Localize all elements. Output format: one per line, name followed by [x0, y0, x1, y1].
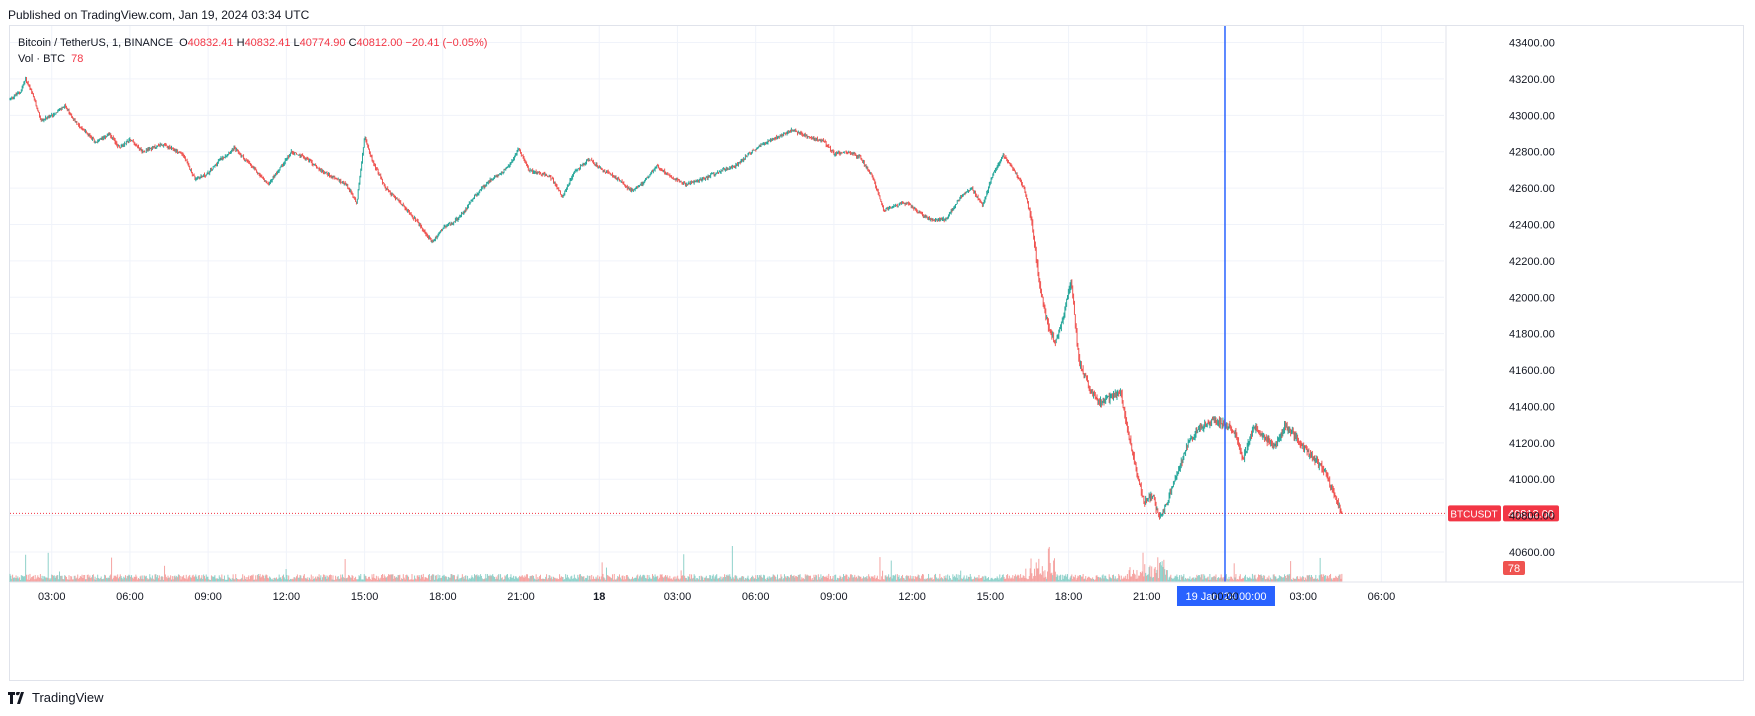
- volume-tag-box: [1503, 561, 1525, 575]
- overlay: BTCUSDT 40812.00 78 19 Jan '24 00:00: [10, 26, 1744, 606]
- volume-tag: 78: [1508, 563, 1520, 575]
- x-tick-label: 03:00: [38, 591, 66, 603]
- volume-value: 78: [71, 53, 84, 65]
- y-tick-label: 41600.00: [1509, 365, 1555, 377]
- close-value: 40812.00: [356, 37, 403, 49]
- low-value: 40774.90: [299, 37, 346, 49]
- y-tick-label: 42000.00: [1509, 292, 1555, 304]
- x-tick-label: 03:00: [664, 591, 692, 603]
- y-tick-label: 42600.00: [1509, 183, 1555, 195]
- chart-pane[interactable]: [9, 25, 1744, 681]
- y-tick-label: 42400.00: [1509, 219, 1555, 231]
- y-tick-label: 42800.00: [1509, 147, 1555, 159]
- x-tick-label: 18: [593, 591, 605, 603]
- price-tag: BTCUSDT 40812.00: [1448, 505, 1559, 522]
- high-value: 40832.41: [244, 37, 291, 49]
- y-tick-label: 40600.00: [1509, 547, 1555, 559]
- footer-brand: TradingView: [32, 690, 104, 705]
- x-tick-label: 06:00: [116, 591, 144, 603]
- published-note: Published on TradingView.com, Jan 19, 20…: [8, 8, 310, 22]
- x-tick-label: 15:00: [977, 591, 1005, 603]
- x-tick-label: 21:00: [1133, 591, 1161, 603]
- y-tick-label: 41400.00: [1509, 401, 1555, 413]
- y-tick-label: 41200.00: [1509, 438, 1555, 450]
- y-tick-label: 41800.00: [1509, 329, 1555, 341]
- low-label: L: [293, 37, 300, 49]
- legend: Bitcoin / TetherUS, 1, BINANCE O40832.41…: [18, 35, 487, 67]
- candles: [9, 76, 1343, 520]
- symbol-title[interactable]: Bitcoin / TetherUS, 1, BINANCE: [18, 37, 174, 49]
- price-tag-symbol: BTCUSDT: [1450, 509, 1497, 520]
- crosshair-label: 19 Jan '24 00:00: [1185, 591, 1266, 603]
- price-tag-value: 40812.00: [1508, 508, 1554, 520]
- y-tick-label: 43000.00: [1509, 110, 1555, 122]
- price-axis: 40600.00 40800.00 41000.00 41200.00 41400.00…: [1509, 38, 1555, 559]
- crosshair-label-box: [1176, 586, 1275, 606]
- x-tick-label: 09:00: [194, 591, 222, 603]
- y-tick-label: 43200.00: [1509, 74, 1555, 86]
- y-tick-label: 41000.00: [1509, 474, 1555, 486]
- x-tick-label: 12:00: [898, 591, 926, 603]
- x-tick-label: 18:00: [429, 591, 457, 603]
- x-tick-label: 12:00: [273, 591, 301, 603]
- price-tag-value-box: [1503, 505, 1559, 522]
- price-tag-symbol-box: [1448, 505, 1501, 522]
- open-label: O: [179, 37, 188, 49]
- y-tick-label: 43400.00: [1509, 38, 1555, 50]
- volume-bars: [9, 545, 1343, 582]
- grid: [10, 26, 1444, 582]
- close-label: C: [348, 37, 357, 49]
- y-tick-label: 42200.00: [1509, 256, 1555, 268]
- x-tick-label: 15:00: [351, 591, 379, 603]
- x-tick-label: 00:00: [1211, 591, 1239, 603]
- y-tick-label: 40800.00: [1509, 511, 1555, 523]
- x-tick-label: 18:00: [1055, 591, 1083, 603]
- x-tick-label: 09:00: [820, 591, 848, 603]
- high-label: H: [236, 37, 245, 49]
- change-value: −20.41 (−0.05%): [405, 37, 488, 49]
- x-tick-label: 03:00: [1289, 591, 1317, 603]
- x-tick-label: 21:00: [507, 591, 535, 603]
- volume-label[interactable]: Vol · BTC: [18, 53, 66, 65]
- tradingview-logo-icon: [8, 691, 26, 704]
- x-tick-label: 06:00: [1368, 591, 1396, 603]
- ohlc-values: O40832.41 H40832.41 L40774.90 C40812.00 …: [179, 35, 487, 51]
- x-tick-label: 06:00: [742, 591, 770, 603]
- time-axis: 03:00 06:00 09:00 12:00 15:00 18:00 21:00 18 03:…: [38, 591, 1395, 603]
- footer: TradingView: [8, 690, 104, 705]
- open-value: 40832.41: [187, 37, 234, 49]
